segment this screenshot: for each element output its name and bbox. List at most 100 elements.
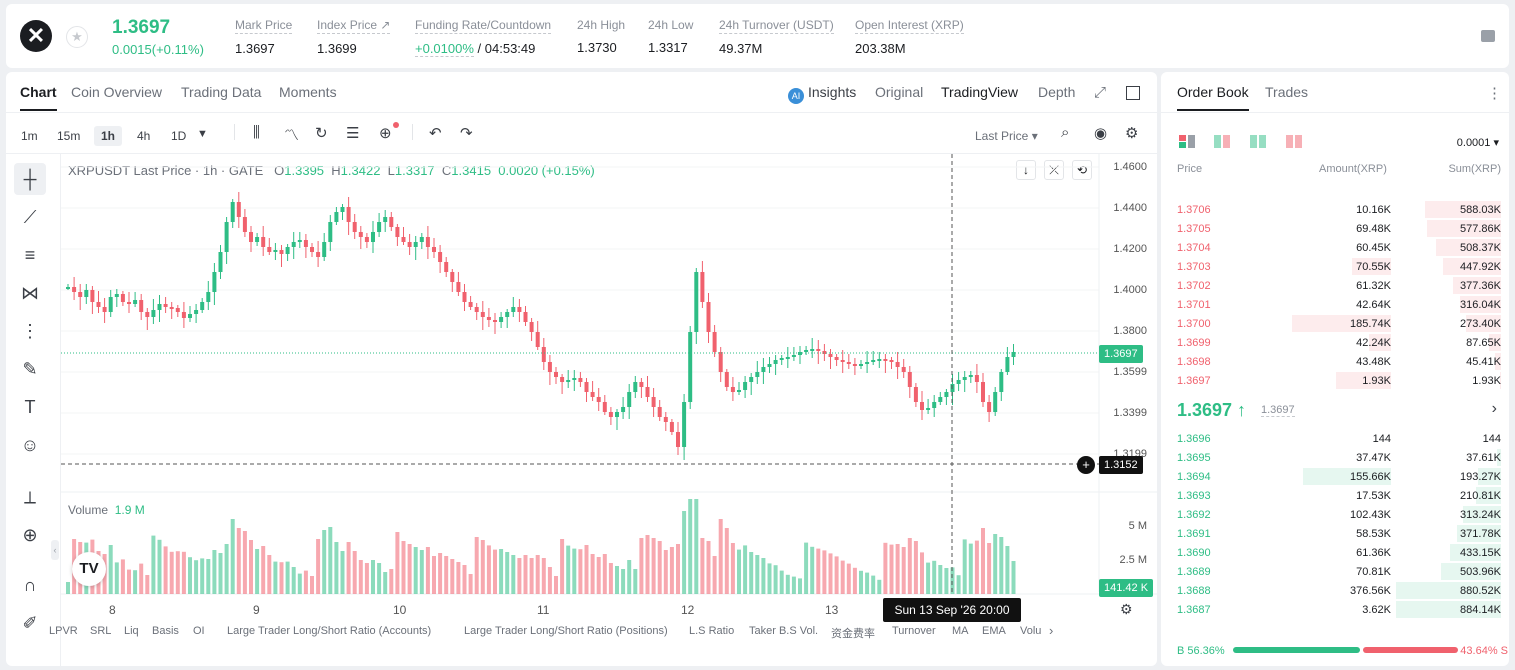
timeframe-1h[interactable]: 1h bbox=[94, 126, 123, 146]
crosshair-tool-icon[interactable]: ┼ bbox=[14, 163, 46, 195]
bid-row[interactable]: 1.3693 17.53K 210.81K bbox=[1161, 486, 1509, 505]
bid-row[interactable]: 1.3695 37.47K 37.61K bbox=[1161, 448, 1509, 467]
indicator-oi[interactable]: OI bbox=[193, 625, 205, 637]
fullscreen-icon[interactable]: ⤢ bbox=[1094, 84, 1107, 101]
favorite-star-icon[interactable]: ★ bbox=[66, 26, 88, 48]
tab-trades[interactable]: Trades bbox=[1265, 84, 1309, 100]
price-type-select[interactable]: Last Price ▾ bbox=[975, 129, 1038, 143]
indicator-ma[interactable]: MA bbox=[952, 625, 969, 637]
ask-row[interactable]: 1.3697 1.93K 1.93K bbox=[1161, 371, 1509, 390]
tab-trading-data[interactable]: Trading Data bbox=[181, 84, 262, 100]
tab-chart[interactable]: Chart bbox=[20, 84, 57, 111]
candlestick-chart[interactable] bbox=[6, 72, 1157, 666]
tab-coin-overview[interactable]: Coin Overview bbox=[71, 84, 163, 100]
indicator-lpvr[interactable]: LPVR bbox=[49, 625, 78, 637]
bid-row[interactable]: 1.3692 102.43K 313.24K bbox=[1161, 505, 1509, 524]
reset-icon[interactable]: ⟲ bbox=[1072, 160, 1092, 180]
compare-icon[interactable]: ↻ bbox=[315, 125, 328, 142]
templates-icon[interactable]: ☰ bbox=[346, 125, 360, 142]
timeframe-dropdown-icon[interactable]: ▼ bbox=[197, 128, 208, 140]
ask-row[interactable]: 1.3705 69.48K 577.86K bbox=[1161, 219, 1509, 238]
timeframe-1m[interactable]: 1m bbox=[21, 129, 38, 143]
bid-row[interactable]: 1.3690 61.36K 433.15K bbox=[1161, 543, 1509, 562]
magnet-tool-icon[interactable]: ∩ bbox=[23, 575, 37, 595]
indicator-liq[interactable]: Liq bbox=[124, 625, 139, 637]
add-alert-icon[interactable]: + bbox=[1077, 456, 1095, 474]
bid-row[interactable]: 1.3688 376.56K 880.52K bbox=[1161, 581, 1509, 600]
stat-funding-rate[interactable]: Funding Rate/Countdown +0.0100% / 04:53:… bbox=[415, 18, 552, 57]
indicator-ls-ratio[interactable]: L.S Ratio bbox=[689, 625, 735, 637]
view-both-alt-icon[interactable] bbox=[1214, 135, 1230, 149]
fib-tool-icon[interactable]: ≡ bbox=[24, 245, 36, 265]
tab-moments[interactable]: Moments bbox=[279, 84, 337, 100]
collapse-toolbar-icon[interactable]: ‹ bbox=[51, 540, 59, 560]
view-bids-icon[interactable] bbox=[1250, 135, 1266, 149]
view-asks-icon[interactable] bbox=[1286, 135, 1302, 149]
insights-button[interactable]: AI Insights bbox=[788, 84, 856, 104]
add-indicator-icon[interactable]: ⊕ bbox=[379, 122, 399, 142]
ask-row[interactable]: 1.3699 42.24K 87.65K bbox=[1161, 333, 1509, 352]
order-sum: 313.24K bbox=[1460, 509, 1501, 521]
ask-row[interactable]: 1.3698 43.48K 45.41K bbox=[1161, 352, 1509, 371]
indicator-taker-vol[interactable]: Taker B.S Vol. bbox=[749, 625, 819, 637]
view-both-icon[interactable] bbox=[1179, 135, 1195, 149]
stat-open-interest[interactable]: Open Interest (XRP) 203.38M bbox=[855, 18, 964, 56]
trend-line-tool-icon[interactable]: ⟋ bbox=[23, 207, 37, 227]
ask-row[interactable]: 1.3704 60.45K 508.37K bbox=[1161, 238, 1509, 257]
bid-row[interactable]: 1.3689 70.81K 503.96K bbox=[1161, 562, 1509, 581]
bid-row[interactable]: 1.3691 58.53K 371.78K bbox=[1161, 524, 1509, 543]
indicator-turnover[interactable]: Turnover bbox=[892, 625, 936, 637]
redo-icon[interactable]: ↷ bbox=[460, 125, 473, 142]
lock-drawing-icon[interactable]: ✐ bbox=[22, 613, 38, 633]
collapse-icon[interactable]: ⤫ bbox=[1044, 160, 1064, 180]
more-icon[interactable]: ⋮ bbox=[1487, 85, 1502, 102]
indicator-ls-positions[interactable]: Large Trader Long/Short Ratio (Positions… bbox=[464, 625, 668, 637]
stat-mark-price[interactable]: Mark Price 1.3697 bbox=[235, 18, 293, 56]
view-depth[interactable]: Depth bbox=[1038, 84, 1076, 100]
chevron-right-icon[interactable]: › bbox=[1049, 623, 1054, 638]
indicator-basis[interactable]: Basis bbox=[152, 625, 179, 637]
candle-type-icon[interactable]: ⫼ bbox=[253, 124, 260, 141]
zoom-tool-icon[interactable]: ⊕ bbox=[22, 525, 38, 545]
indicator-srl[interactable]: SRL bbox=[90, 625, 112, 637]
tradingview-logo-icon[interactable]: TV bbox=[72, 552, 106, 586]
indicators-icon[interactable]: 〽 bbox=[284, 127, 300, 144]
indicator-funding-rate[interactable]: 资金费率 bbox=[831, 628, 875, 640]
scroll-down-icon[interactable]: ↓ bbox=[1016, 160, 1036, 180]
indicator-ema[interactable]: EMA bbox=[982, 625, 1006, 637]
stat-24h-turnover[interactable]: 24h Turnover (USDT) 49.37M bbox=[719, 18, 834, 56]
view-original[interactable]: Original bbox=[875, 84, 924, 100]
timeframe-1d[interactable]: 1D bbox=[171, 129, 187, 143]
precision-select[interactable]: 0.0001 ▾ bbox=[1456, 137, 1499, 149]
volume-bar bbox=[236, 528, 241, 594]
window-icon[interactable] bbox=[1126, 86, 1140, 100]
text-tool-icon[interactable]: T bbox=[24, 397, 36, 417]
settings-icon[interactable]: ⚙ bbox=[1120, 601, 1133, 617]
indicator-ls-accounts[interactable]: Large Trader Long/Short Ratio (Accounts) bbox=[227, 625, 432, 637]
chevron-right-icon[interactable]: › bbox=[1491, 400, 1497, 417]
stat-index-price[interactable]: Index Price ↗ 1.3699 bbox=[317, 18, 391, 56]
bid-row[interactable]: 1.3694 155.66K 193.27K bbox=[1161, 467, 1509, 486]
bid-row[interactable]: 1.3687 3.62K 884.14K bbox=[1161, 600, 1509, 619]
pattern-tool-icon[interactable]: ⋈ bbox=[21, 283, 39, 303]
search-icon[interactable]: ⌕ bbox=[1061, 124, 1070, 141]
brush-tool-icon[interactable]: ✎ bbox=[22, 359, 38, 379]
settings-gear-icon[interactable]: ⚙ bbox=[1125, 125, 1139, 142]
ask-row[interactable]: 1.3703 70.55K 447.92K bbox=[1161, 257, 1509, 276]
ask-row[interactable]: 1.3700 185.74K 273.40K bbox=[1161, 314, 1509, 333]
timeframe-4h[interactable]: 4h bbox=[137, 129, 151, 143]
emoji-tool-icon[interactable]: ☺ bbox=[20, 435, 40, 455]
undo-icon[interactable]: ↶ bbox=[429, 125, 442, 142]
bid-row[interactable]: 1.3696 144 144 bbox=[1161, 429, 1509, 448]
indicator-volume[interactable]: Volu bbox=[1020, 625, 1042, 637]
ruler-tool-icon[interactable]: ⟂ bbox=[23, 487, 36, 507]
view-tradingview[interactable]: TradingView bbox=[941, 84, 1019, 100]
camera-icon[interactable]: ◉ bbox=[1094, 125, 1108, 142]
book-icon[interactable] bbox=[1481, 30, 1495, 42]
ask-row[interactable]: 1.3701 42.64K 316.04K bbox=[1161, 295, 1509, 314]
tab-order-book[interactable]: Order Book bbox=[1177, 84, 1249, 111]
projection-tool-icon[interactable]: ⋮ bbox=[21, 321, 39, 341]
ask-row[interactable]: 1.3702 61.32K 377.36K bbox=[1161, 276, 1509, 295]
timeframe-15m[interactable]: 15m bbox=[57, 129, 81, 143]
ask-row[interactable]: 1.3706 10.16K 588.03K bbox=[1161, 200, 1509, 219]
